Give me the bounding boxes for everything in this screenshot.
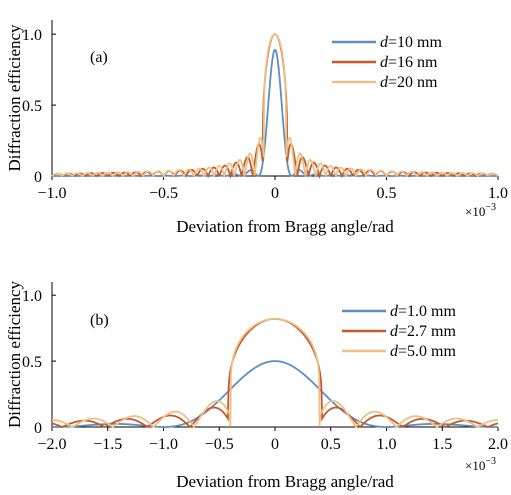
- y-axis-label: Diffraction efficiency: [5, 280, 24, 428]
- x-scale-multiplier: ×10−3: [465, 202, 496, 219]
- x-axis-label: Deviation from Bragg angle/rad: [176, 472, 394, 491]
- y-tick-label: 0: [34, 420, 42, 437]
- series-line-1: [52, 360, 498, 428]
- legend-label-3: d=20 nm: [380, 74, 438, 91]
- x-tick-label: −1.0: [37, 185, 66, 202]
- x-tick-label: 1.5: [432, 436, 452, 453]
- legend-label-2: d=2.7 mm: [390, 323, 456, 340]
- chart-panel-b: −2.0 −1.5 −1.0 −0.5 0 0.5 1.0 1.5 2.0 0 0.5 1.0 ×10−…: [5, 280, 508, 491]
- x-tick-label: 0.5: [377, 185, 397, 202]
- x-tick-label: −2.0: [37, 436, 66, 453]
- x-tick-label: 1.0: [488, 185, 508, 202]
- x-tick-label: −1.5: [93, 436, 122, 453]
- y-tick-label: 0.5: [22, 354, 42, 371]
- legend-label-1: d=10 mm: [380, 34, 442, 51]
- x-tick-label: 0: [271, 436, 279, 453]
- x-tick-label: −0.5: [205, 436, 234, 453]
- series-line-3: [51, 33, 499, 179]
- x-tick-label: 1.0: [377, 436, 397, 453]
- y-tick-label: 0: [34, 169, 42, 186]
- legend-label-1: d=1.0 mm: [390, 303, 456, 320]
- x-scale-multiplier: ×10−3: [465, 456, 496, 473]
- x-tick-label: −0.5: [149, 185, 178, 202]
- x-tick-label: 0: [271, 185, 279, 202]
- y-tick-label: 1.0: [22, 288, 42, 305]
- panel-label: (a): [90, 49, 108, 66]
- panel-label: (b): [90, 312, 109, 329]
- y-tick-label: 0.5: [22, 98, 42, 115]
- y-tick-label: 1.0: [22, 27, 42, 44]
- y-axis-label: Diffraction efficiency: [5, 24, 24, 172]
- x-axis-label: Deviation from Bragg angle/rad: [176, 217, 394, 236]
- series-line-3: [51, 318, 499, 428]
- x-tick-label: 2.0: [488, 436, 508, 453]
- legend-label-3: d=5.0 mm: [390, 343, 456, 360]
- series-line-1: [52, 48, 498, 177]
- x-tick-label: 0.5: [321, 436, 341, 453]
- legend-label-2: d=16 nm: [380, 54, 438, 71]
- x-tick-label: −1.0: [149, 436, 178, 453]
